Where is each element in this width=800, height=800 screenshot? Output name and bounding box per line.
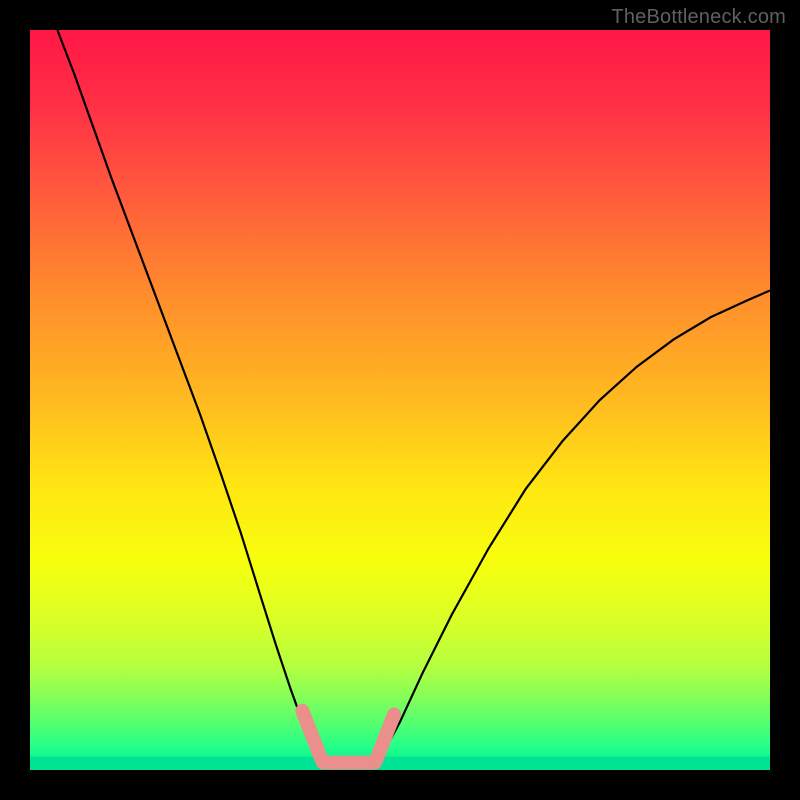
right-curve <box>378 290 770 761</box>
attribution-label: TheBottleneck.com <box>611 6 786 29</box>
valley-highlight <box>302 711 394 763</box>
chart-stage: TheBottleneck.com <box>0 0 800 800</box>
left-curve <box>57 30 318 761</box>
plot-area <box>30 30 770 770</box>
curve-layer <box>30 30 770 770</box>
